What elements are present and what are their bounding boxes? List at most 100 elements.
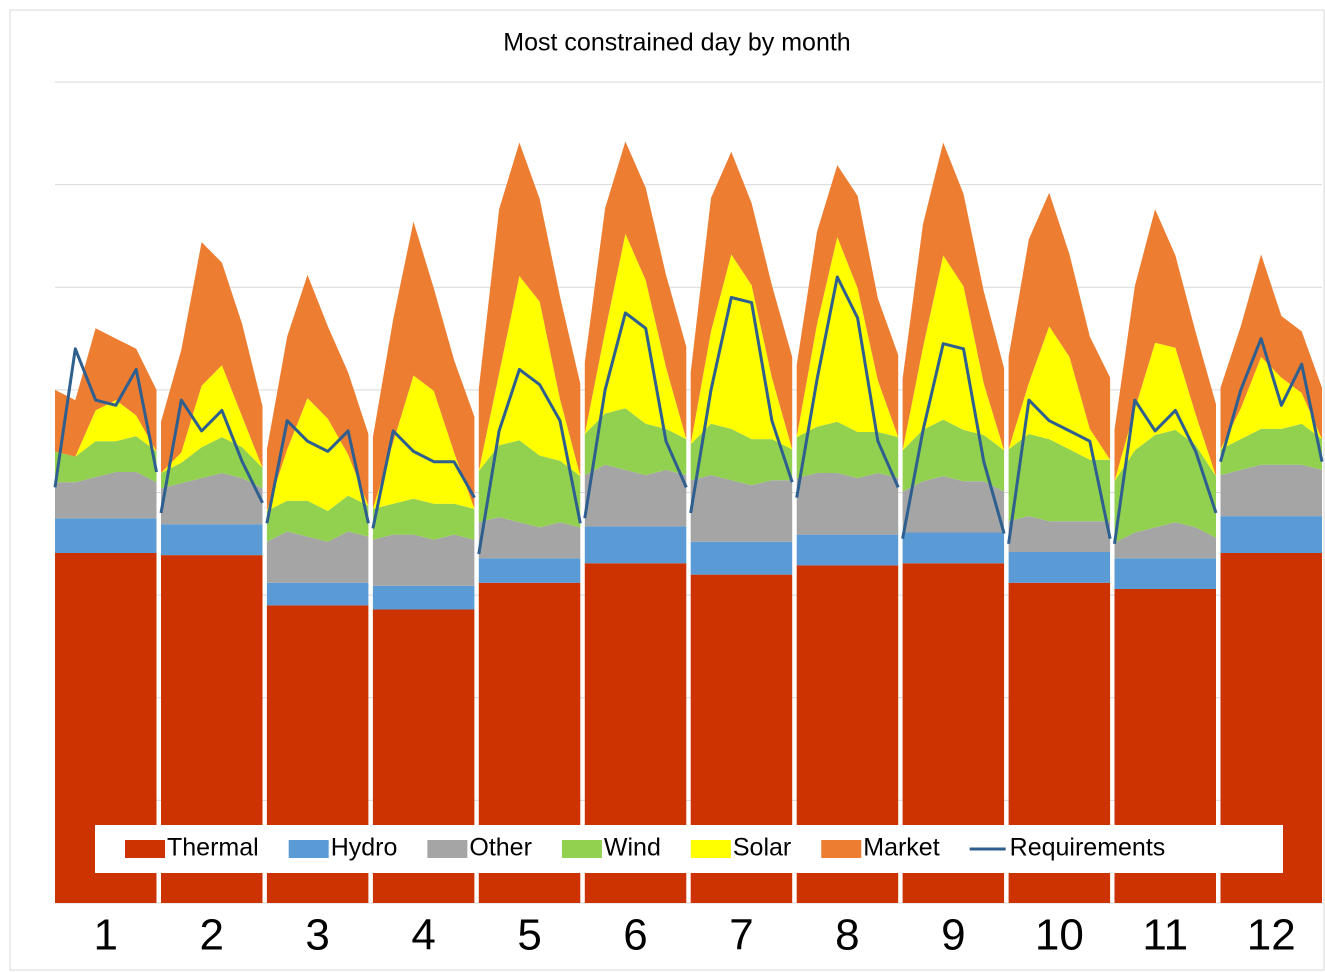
area-segment xyxy=(690,475,793,542)
area-segment xyxy=(1220,516,1322,553)
area-segment xyxy=(372,498,475,540)
area-segment xyxy=(55,553,157,903)
area-segment xyxy=(1114,429,1216,543)
x-tick-label: 6 xyxy=(623,911,647,960)
area-segment xyxy=(584,408,687,476)
line-segment xyxy=(1219,337,1324,463)
line-segment xyxy=(689,296,794,514)
area-segment xyxy=(161,524,263,556)
area-segment xyxy=(1008,516,1111,552)
area-segment xyxy=(902,563,1005,903)
line-segment xyxy=(901,342,1006,539)
area-segment xyxy=(55,518,157,553)
chart-title: Most constrained day by month xyxy=(503,29,850,57)
area-segment xyxy=(478,142,581,477)
area-segment xyxy=(266,582,369,606)
legend-swatch xyxy=(288,840,329,858)
area-segment xyxy=(266,398,369,511)
area-segment xyxy=(55,436,157,483)
legend-swatch xyxy=(125,840,165,858)
area-segment xyxy=(690,151,793,450)
area-segment xyxy=(266,531,369,583)
area-segment xyxy=(372,375,475,509)
area-segment xyxy=(266,274,369,511)
legend-label: Wind xyxy=(604,834,661,862)
x-tick-label: 1 xyxy=(94,911,118,960)
area-segment xyxy=(1008,552,1111,583)
area-segment xyxy=(372,534,475,586)
area-segment xyxy=(478,440,581,528)
area-segment xyxy=(161,555,263,903)
area-segment xyxy=(478,517,581,559)
area-segment xyxy=(1008,582,1111,903)
area-segment xyxy=(372,221,475,509)
line-segment xyxy=(371,429,476,529)
area-segment xyxy=(266,495,369,542)
line-segment xyxy=(265,419,370,524)
area-segment xyxy=(478,582,581,903)
area-segment xyxy=(796,237,899,438)
area-segment xyxy=(1220,553,1322,903)
legend-swatch xyxy=(690,840,731,858)
legend-swatch xyxy=(427,840,468,858)
x-tick-label: 5 xyxy=(517,911,541,960)
area-segment xyxy=(796,534,899,566)
x-tick-label: 4 xyxy=(411,911,435,960)
area-segment xyxy=(902,255,1005,451)
x-tick-label: 7 xyxy=(729,911,753,960)
area-segment xyxy=(1008,434,1111,522)
line-segment xyxy=(53,347,158,488)
line-segment xyxy=(1113,398,1218,545)
area-segment xyxy=(1220,464,1322,517)
area-segment xyxy=(796,473,899,535)
line-segment xyxy=(583,311,688,519)
area-segment xyxy=(584,141,687,440)
area-segment xyxy=(161,242,263,473)
x-tick-label: 2 xyxy=(199,911,223,960)
legend-label: Market xyxy=(863,834,939,862)
area-segment xyxy=(478,558,581,583)
area-segment xyxy=(796,421,899,479)
x-tick-label: 10 xyxy=(1035,911,1084,960)
area-segment xyxy=(584,563,687,903)
area-segment xyxy=(690,541,793,575)
area-segment xyxy=(1114,558,1216,589)
area-segment xyxy=(584,233,687,440)
area-segment xyxy=(1114,209,1216,482)
area-segment xyxy=(902,142,1005,451)
area-segment xyxy=(55,472,157,519)
legend-label: Thermal xyxy=(167,834,259,862)
area-segment xyxy=(1114,589,1216,903)
line-segment xyxy=(1007,398,1112,545)
legend-swatch xyxy=(561,840,602,858)
area-segment xyxy=(902,476,1005,533)
area-segment xyxy=(1220,254,1322,450)
line-segment xyxy=(159,398,264,514)
legend-label: Other xyxy=(469,834,532,862)
area-segment xyxy=(796,565,899,903)
area-segment xyxy=(161,473,263,525)
area-segment xyxy=(584,526,687,564)
legend-label: Requirements xyxy=(1010,834,1166,862)
x-tick-label: 9 xyxy=(941,911,965,960)
area-segment xyxy=(372,585,475,610)
x-tick-label: 3 xyxy=(305,911,329,960)
legend-label: Hydro xyxy=(331,834,398,862)
line-segment xyxy=(795,275,900,498)
line-segment xyxy=(477,367,582,555)
area-segment xyxy=(796,165,899,438)
area-segment xyxy=(1114,522,1216,559)
area-segment xyxy=(55,328,157,457)
area-segment xyxy=(690,574,793,903)
x-tick-label: 12 xyxy=(1247,911,1296,960)
area-segment xyxy=(584,464,687,527)
area-segment xyxy=(902,532,1005,564)
legend-label: Solar xyxy=(733,834,791,862)
x-tick-label: 11 xyxy=(1142,911,1188,960)
area-segment xyxy=(1220,357,1322,450)
legend-swatch xyxy=(821,840,862,858)
x-tick-label: 8 xyxy=(835,911,859,960)
area-segment xyxy=(1008,192,1111,460)
